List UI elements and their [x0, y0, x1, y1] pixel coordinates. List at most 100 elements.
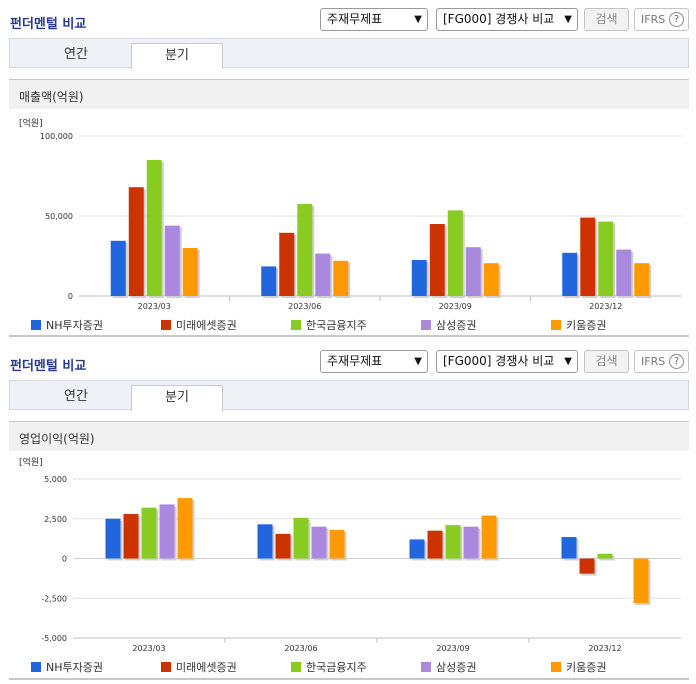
fundamental-panel-operating-profit: 펀더멘털 비교 주재무제표 ▼ [FG000] 경쟁사 비교 ▼ 검색 IFRS…: [0, 342, 696, 684]
period-tabs: 연간 분기: [9, 38, 689, 69]
legend-label: 미래에셋증권: [176, 319, 237, 332]
peer-group-select[interactable]: [FG000] 경쟁사 비교 ▼: [436, 350, 578, 373]
x-tick-label: 2023/06: [284, 644, 317, 653]
tab-annual[interactable]: 연간: [64, 389, 88, 404]
x-tick-label: 2023/03: [138, 302, 171, 311]
bar: [315, 253, 331, 296]
section-label: 영업이익(억원): [19, 432, 95, 446]
legend-item: 미래에셋증권: [161, 319, 237, 332]
y-tick-label: -2,500: [41, 594, 67, 603]
bar: [483, 263, 499, 296]
bar: [562, 252, 578, 296]
bar: [164, 225, 180, 296]
tab-quarterly[interactable]: 분기: [131, 43, 223, 69]
peer-group-select[interactable]: [FG000] 경쟁사 비교 ▼: [436, 8, 578, 31]
bar: [463, 526, 479, 559]
bar: [141, 507, 157, 559]
legend-item: 한국금융지주: [291, 661, 367, 674]
x-tick-label: 2023/03: [132, 644, 165, 653]
legend-swatch: [291, 662, 301, 672]
bar: [261, 266, 277, 296]
x-tick-label: 2023/06: [288, 302, 321, 311]
bar: [445, 525, 461, 559]
help-circle-icon[interactable]: ?: [669, 12, 684, 27]
legend-label: 삼성증권: [436, 319, 476, 332]
bar: [447, 210, 463, 296]
legend-swatch: [291, 320, 301, 330]
legend-item: 한국금융지주: [291, 319, 367, 332]
bar: [177, 498, 193, 559]
peer-group-value: [FG000] 경쟁사 비교: [443, 354, 555, 368]
x-tick-label: 2023/12: [589, 302, 622, 311]
legend-swatch: [421, 662, 431, 672]
bar: [279, 232, 295, 296]
bar: [597, 553, 613, 559]
bar: [329, 529, 345, 559]
bar: [333, 260, 349, 296]
bar: [429, 224, 445, 296]
legend-item: NH투자증권: [31, 661, 103, 674]
chevron-down-icon: ▼: [414, 14, 422, 25]
legend-item: 키움증권: [551, 661, 606, 674]
legend-item: NH투자증권: [31, 319, 103, 332]
search-button[interactable]: 검색: [584, 350, 629, 373]
section-label: 매출액(억원): [19, 90, 84, 104]
y-tick-label: 0: [68, 292, 73, 301]
bar: [561, 537, 577, 559]
bar: [634, 263, 650, 296]
section-header: 영업이익(억원): [9, 421, 689, 451]
legend-item: 미래에셋증권: [161, 661, 237, 674]
bar: [311, 526, 327, 559]
legend-label: 미래에셋증권: [176, 661, 237, 674]
legend-label: 키움증권: [566, 661, 606, 674]
bar: [427, 530, 443, 559]
bar: [146, 160, 162, 296]
legend-swatch: [161, 320, 171, 330]
chevron-down-icon: ▼: [414, 356, 422, 367]
search-button[interactable]: 검색: [584, 8, 629, 31]
legend-swatch: [31, 320, 41, 330]
chevron-down-icon: ▼: [564, 356, 572, 367]
divider: [9, 335, 689, 337]
tab-annual[interactable]: 연간: [64, 47, 88, 62]
statement-type-value: 주재무제표: [327, 354, 383, 368]
ifrs-button[interactable]: IFRS ?: [634, 8, 689, 31]
bar: [182, 248, 198, 296]
y-tick-label: 2,500: [44, 515, 67, 524]
operating-profit-bar-chart: [억원]5,000 2,500 0 -2,500 -5,000 2023/03 2023/0…: [19, 456, 681, 674]
panel-title: 펀더멘털 비교: [10, 17, 87, 32]
statement-type-select[interactable]: 주재무제표 ▼: [320, 350, 428, 373]
panel-toolbar: 펀더멘털 비교 주재무제표 ▼ [FG000] 경쟁사 비교 ▼ 검색 IFRS…: [0, 0, 696, 38]
bar: [598, 221, 614, 296]
peer-group-value: [FG000] 경쟁사 비교: [443, 12, 555, 26]
y-axis-unit-label: [억원]: [19, 117, 43, 129]
bar: [616, 249, 632, 296]
bar: [110, 240, 126, 296]
statement-type-select[interactable]: 주재무제표 ▼: [320, 8, 428, 31]
bar: [159, 504, 175, 559]
bar: [128, 187, 144, 296]
bar: [409, 539, 425, 559]
legend-swatch: [551, 662, 561, 672]
ifrs-button[interactable]: IFRS ?: [634, 350, 689, 373]
bar: [293, 517, 309, 559]
tab-quarterly[interactable]: 분기: [131, 385, 223, 411]
legend-item: 삼성증권: [421, 319, 476, 332]
bar: [465, 247, 481, 296]
legend-label: 키움증권: [566, 319, 606, 332]
legend-label: 삼성증권: [436, 661, 476, 674]
period-tabs: 연간 분기: [9, 380, 689, 411]
legend-swatch: [161, 662, 171, 672]
bar: [123, 513, 139, 559]
x-tick-label: 2023/09: [439, 302, 472, 311]
legend-label: NH투자증권: [46, 661, 103, 674]
panel-toolbar: 펀더멘털 비교 주재무제표 ▼ [FG000] 경쟁사 비교 ▼ 검색 IFRS…: [0, 342, 696, 380]
section-header: 매출액(억원): [9, 79, 689, 109]
help-circle-icon[interactable]: ?: [669, 354, 684, 369]
bar: [105, 518, 121, 559]
legend-label: NH투자증권: [46, 319, 103, 332]
bar: [411, 260, 427, 296]
divider: [9, 678, 689, 680]
bar: [275, 533, 291, 559]
y-tick-label: 5,000: [44, 475, 67, 484]
